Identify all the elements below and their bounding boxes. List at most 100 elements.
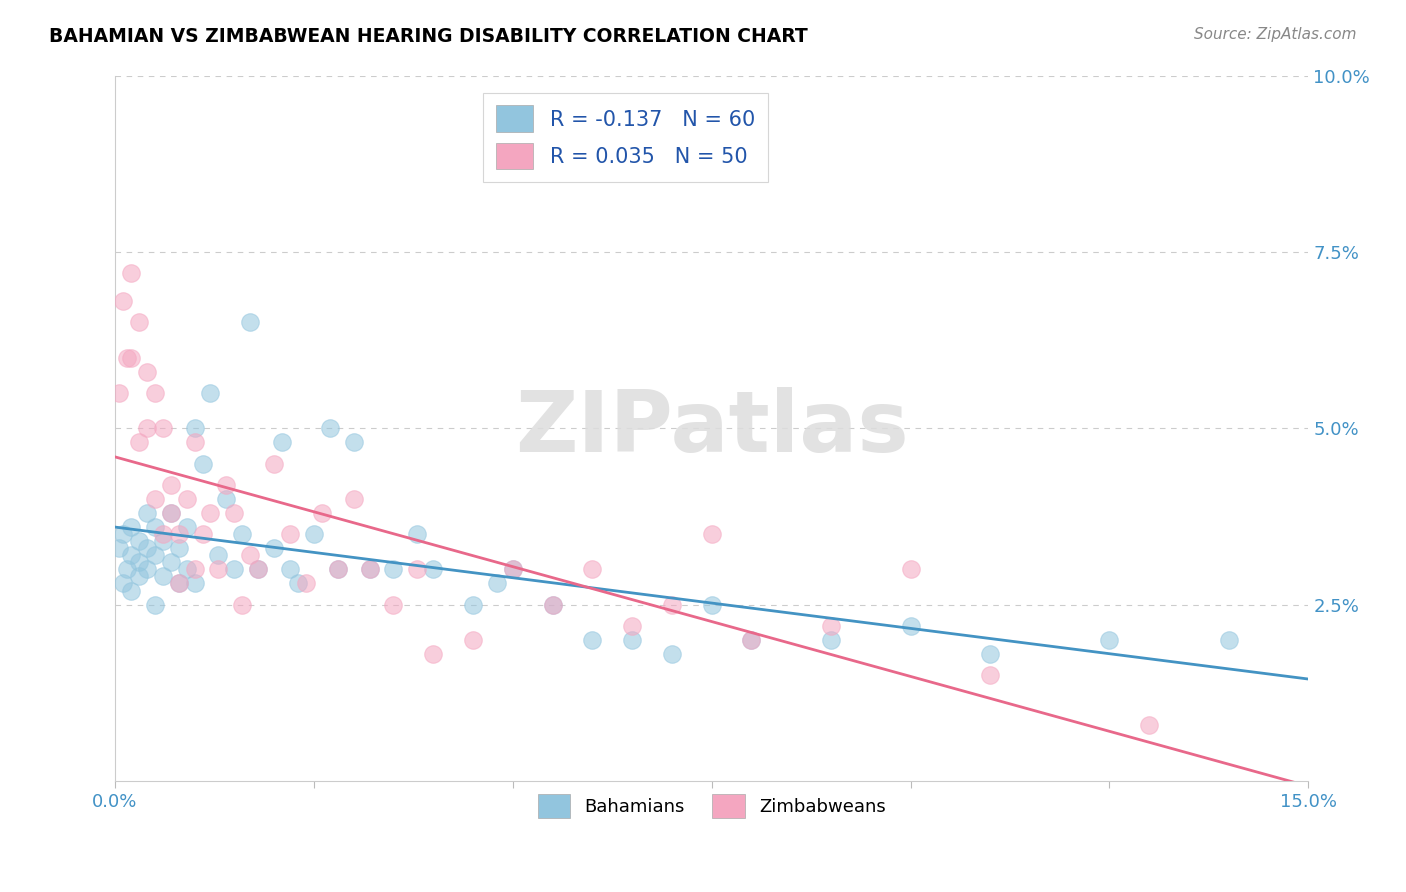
Point [541, 598, 564, 612]
Point [111, 576, 134, 591]
Legend: Bahamians, Zimbabweans: Bahamians, Zimbabweans [530, 788, 893, 825]
Point [176, 562, 198, 576]
Point [581, 562, 603, 576]
Text: ZIPatlas: ZIPatlas [515, 387, 908, 470]
Point [239, 315, 262, 329]
Point [900, 619, 922, 633]
Point [302, 527, 325, 541]
Point [1137, 717, 1160, 731]
Point [152, 569, 174, 583]
Point [108, 386, 131, 401]
Point [128, 569, 150, 583]
Point [207, 548, 229, 562]
Point [343, 435, 366, 450]
Point [143, 548, 166, 562]
Point [326, 562, 349, 576]
Point [979, 647, 1001, 661]
Point [661, 647, 683, 661]
Point [183, 435, 205, 450]
Point [231, 598, 253, 612]
Point [263, 541, 285, 556]
Point [231, 527, 253, 541]
Point [183, 421, 205, 435]
Point [311, 506, 333, 520]
Point [295, 576, 318, 591]
Point [422, 647, 444, 661]
Point [167, 541, 190, 556]
Point [115, 351, 138, 365]
Point [700, 598, 723, 612]
Point [215, 491, 238, 506]
Point [111, 527, 134, 541]
Point [247, 562, 270, 576]
Point [159, 506, 181, 520]
Point [159, 477, 181, 491]
Point [502, 562, 524, 576]
Point [200, 386, 222, 401]
Point [359, 562, 381, 576]
Point [128, 555, 150, 569]
Point [422, 562, 444, 576]
Point [621, 632, 644, 647]
Point [661, 598, 683, 612]
Point [271, 435, 294, 450]
Text: Source: ZipAtlas.com: Source: ZipAtlas.com [1194, 27, 1357, 42]
Point [159, 506, 181, 520]
Point [1218, 632, 1240, 647]
Point [167, 576, 190, 591]
Point [541, 598, 564, 612]
Point [135, 365, 157, 379]
Point [152, 421, 174, 435]
Point [135, 541, 157, 556]
Point [502, 562, 524, 576]
Point [115, 562, 138, 576]
Point [152, 534, 174, 549]
Point [820, 632, 842, 647]
Point [287, 576, 309, 591]
Point [326, 562, 349, 576]
Point [176, 491, 198, 506]
Point [359, 562, 381, 576]
Point [382, 598, 405, 612]
Point [406, 562, 429, 576]
Point [382, 562, 405, 576]
Point [700, 527, 723, 541]
Point [120, 351, 142, 365]
Point [159, 555, 181, 569]
Point [343, 491, 366, 506]
Point [120, 520, 142, 534]
Point [215, 477, 238, 491]
Point [128, 315, 150, 329]
Point [621, 619, 644, 633]
Point [820, 619, 842, 633]
Point [319, 421, 342, 435]
Point [143, 598, 166, 612]
Point [128, 435, 150, 450]
Point [108, 541, 131, 556]
Point [1098, 632, 1121, 647]
Point [485, 576, 508, 591]
Point [120, 266, 142, 280]
Point [224, 506, 246, 520]
Point [152, 527, 174, 541]
Point [143, 386, 166, 401]
Point [900, 562, 922, 576]
Point [143, 520, 166, 534]
Point [135, 421, 157, 435]
Point [247, 562, 270, 576]
Point [979, 668, 1001, 682]
Point [740, 632, 762, 647]
Point [278, 527, 301, 541]
Point [120, 583, 142, 598]
Point [135, 506, 157, 520]
Point [111, 294, 134, 309]
Point [263, 457, 285, 471]
Point [128, 534, 150, 549]
Point [183, 576, 205, 591]
Point [461, 632, 484, 647]
Point [143, 491, 166, 506]
Point [406, 527, 429, 541]
Point [239, 548, 262, 562]
Text: BAHAMIAN VS ZIMBABWEAN HEARING DISABILITY CORRELATION CHART: BAHAMIAN VS ZIMBABWEAN HEARING DISABILIT… [49, 27, 808, 45]
Point [278, 562, 301, 576]
